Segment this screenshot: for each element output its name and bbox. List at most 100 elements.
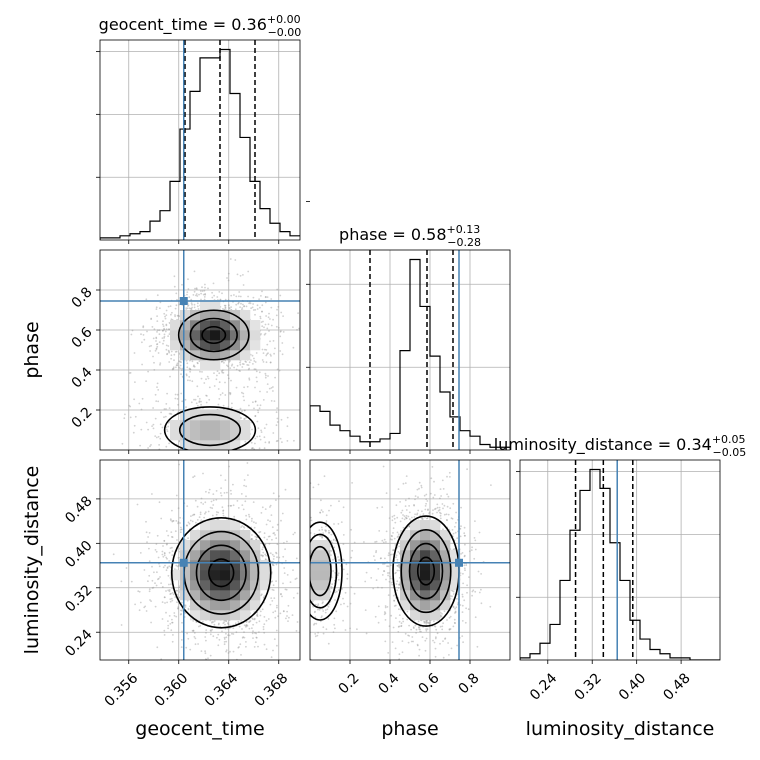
sample-point	[262, 352, 265, 354]
sample-point	[405, 509, 408, 511]
sample-point	[276, 529, 279, 532]
sample-point	[441, 479, 444, 482]
sample-point	[267, 535, 270, 538]
sample-point	[386, 572, 389, 574]
sample-point	[397, 565, 400, 568]
sample-point	[392, 549, 395, 552]
sample-point	[250, 538, 253, 540]
sample-point	[156, 534, 159, 537]
sample-point	[261, 310, 263, 313]
sample-point	[225, 620, 228, 622]
sample-point	[231, 632, 233, 635]
sample-point	[143, 338, 146, 341]
sample-point	[420, 486, 423, 489]
sample-point	[259, 614, 262, 617]
sample-point	[349, 602, 352, 605]
sample-point	[180, 528, 183, 531]
sample-point	[220, 360, 223, 363]
sample-point	[166, 566, 169, 569]
sample-point	[243, 409, 246, 412]
sample-point	[165, 403, 168, 405]
sample-point	[171, 554, 174, 556]
sample-point	[161, 618, 164, 620]
sample-point	[251, 306, 254, 309]
sample-point	[275, 580, 277, 582]
sample-point	[238, 369, 241, 372]
sample-point	[273, 638, 276, 640]
sample-point	[186, 505, 189, 507]
sample-point	[166, 392, 169, 395]
sample-point	[252, 623, 255, 626]
sample-point	[162, 566, 165, 569]
sample-point	[304, 622, 306, 624]
sample-point	[205, 639, 207, 642]
sample-point	[286, 425, 289, 428]
sample-point	[139, 444, 142, 447]
sample-point	[222, 509, 225, 512]
sample-point	[242, 525, 245, 528]
sample-point	[145, 531, 148, 534]
sample-point	[251, 534, 253, 536]
sample-point	[254, 632, 256, 634]
sample-point	[463, 555, 466, 558]
sample-point	[196, 361, 199, 364]
sample-point	[179, 609, 182, 612]
sample-point	[390, 534, 393, 537]
sample-point	[152, 586, 155, 589]
sample-point	[285, 588, 288, 591]
sample-point	[169, 593, 172, 595]
sample-point	[452, 605, 455, 608]
sample-point	[268, 441, 271, 443]
sample-point	[282, 610, 285, 612]
density-cell	[210, 590, 221, 601]
sample-point	[149, 350, 152, 352]
contour-line	[170, 516, 272, 629]
sample-point	[140, 333, 142, 336]
density-cell	[240, 610, 251, 621]
sample-point	[466, 468, 468, 471]
sample-point	[219, 393, 222, 396]
sample-point	[393, 605, 396, 607]
density-cell	[230, 610, 241, 621]
sample-point	[281, 353, 284, 356]
sample-point	[275, 325, 278, 328]
sample-point	[248, 377, 251, 380]
density-cell	[240, 420, 251, 431]
sample-point	[199, 290, 202, 292]
sample-point	[219, 492, 222, 494]
sample-point	[396, 589, 399, 592]
density-cell	[190, 330, 201, 341]
sample-point	[471, 594, 473, 597]
sample-point	[269, 361, 272, 364]
sample-point	[149, 599, 151, 601]
sample-point	[206, 395, 208, 397]
sample-point	[212, 282, 215, 285]
sample-point	[235, 631, 238, 634]
sample-point	[240, 620, 243, 622]
sample-point	[197, 451, 199, 453]
sample-point	[120, 624, 123, 626]
sample-point	[260, 429, 262, 432]
sample-point	[201, 290, 204, 292]
sample-point	[145, 520, 147, 523]
sample-point	[222, 371, 225, 374]
sample-point	[186, 632, 189, 635]
sample-point	[463, 599, 466, 602]
sample-point	[187, 608, 190, 611]
sample-point	[244, 418, 246, 420]
sample-point	[380, 557, 382, 559]
sample-point	[171, 621, 174, 624]
contour-line	[195, 544, 247, 602]
sample-point	[160, 582, 163, 584]
sample-point	[170, 313, 172, 316]
sample-point	[247, 368, 250, 371]
sample-point	[394, 544, 397, 546]
sample-point	[429, 492, 432, 495]
sample-point	[270, 355, 272, 357]
sample-point	[196, 385, 199, 388]
sample-point	[235, 451, 237, 453]
sample-point	[192, 294, 195, 296]
sample-point	[399, 501, 401, 503]
sample-point	[319, 535, 321, 538]
density-cell	[180, 540, 191, 551]
